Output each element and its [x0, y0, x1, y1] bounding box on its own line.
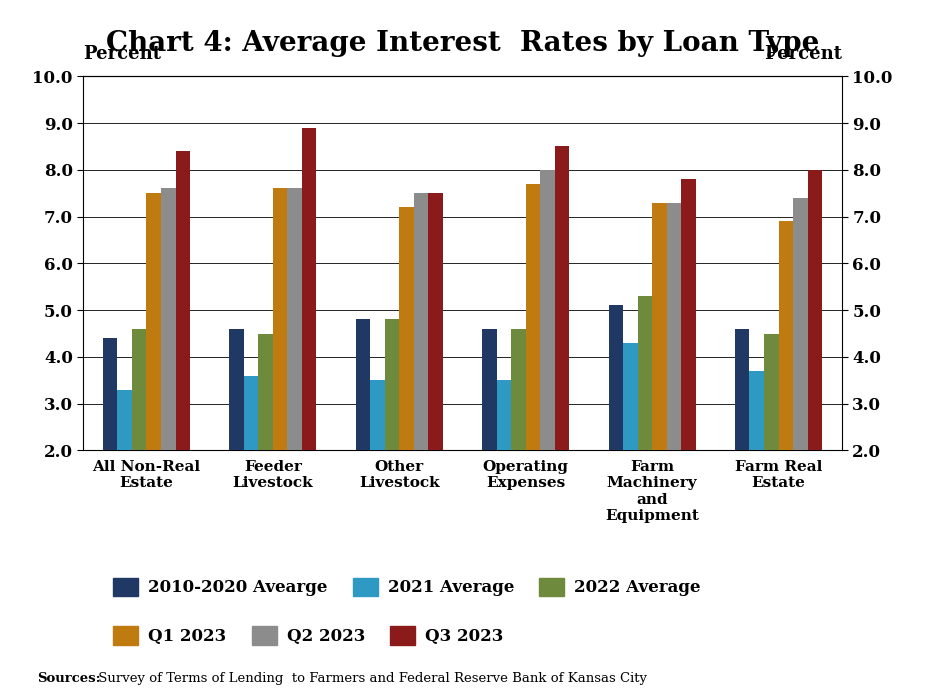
Bar — [667, 202, 681, 450]
Bar — [161, 188, 176, 450]
Title: Chart 4: Average Interest  Rates by Loan Type: Chart 4: Average Interest Rates by Loan … — [105, 30, 820, 58]
Bar — [764, 333, 779, 450]
Bar — [637, 296, 652, 450]
Bar — [146, 193, 161, 450]
Bar — [735, 329, 749, 450]
Bar — [413, 193, 428, 450]
Bar — [793, 198, 808, 450]
Bar — [525, 184, 540, 450]
Text: Sources:: Sources: — [37, 672, 101, 685]
Bar — [356, 319, 370, 450]
Bar — [400, 207, 413, 450]
Bar — [273, 188, 288, 450]
Bar — [258, 333, 273, 450]
Bar — [229, 329, 244, 450]
Bar — [609, 306, 623, 450]
Bar — [497, 380, 512, 450]
Bar — [103, 338, 117, 450]
Legend: Q1 2023, Q2 2023, Q3 2023: Q1 2023, Q2 2023, Q3 2023 — [106, 620, 510, 651]
Bar — [176, 151, 190, 450]
Bar — [302, 128, 316, 450]
Bar — [779, 221, 793, 450]
Bar — [370, 380, 385, 450]
Bar — [749, 371, 764, 450]
Bar — [623, 343, 637, 450]
Text: Percent: Percent — [764, 45, 842, 63]
Text: Percent: Percent — [83, 45, 161, 63]
Bar — [681, 179, 696, 450]
Bar — [652, 202, 667, 450]
Bar — [428, 193, 443, 450]
Bar — [555, 146, 569, 450]
Bar — [808, 170, 822, 450]
Bar — [117, 389, 132, 450]
Bar — [482, 329, 497, 450]
Text: Survey of Terms of Lending  to Farmers and Federal Reserve Bank of Kansas City: Survey of Terms of Lending to Farmers an… — [94, 672, 648, 685]
Bar — [132, 329, 146, 450]
Bar — [512, 329, 525, 450]
Bar — [540, 170, 555, 450]
Bar — [244, 376, 258, 450]
Bar — [385, 319, 400, 450]
Bar — [288, 188, 302, 450]
